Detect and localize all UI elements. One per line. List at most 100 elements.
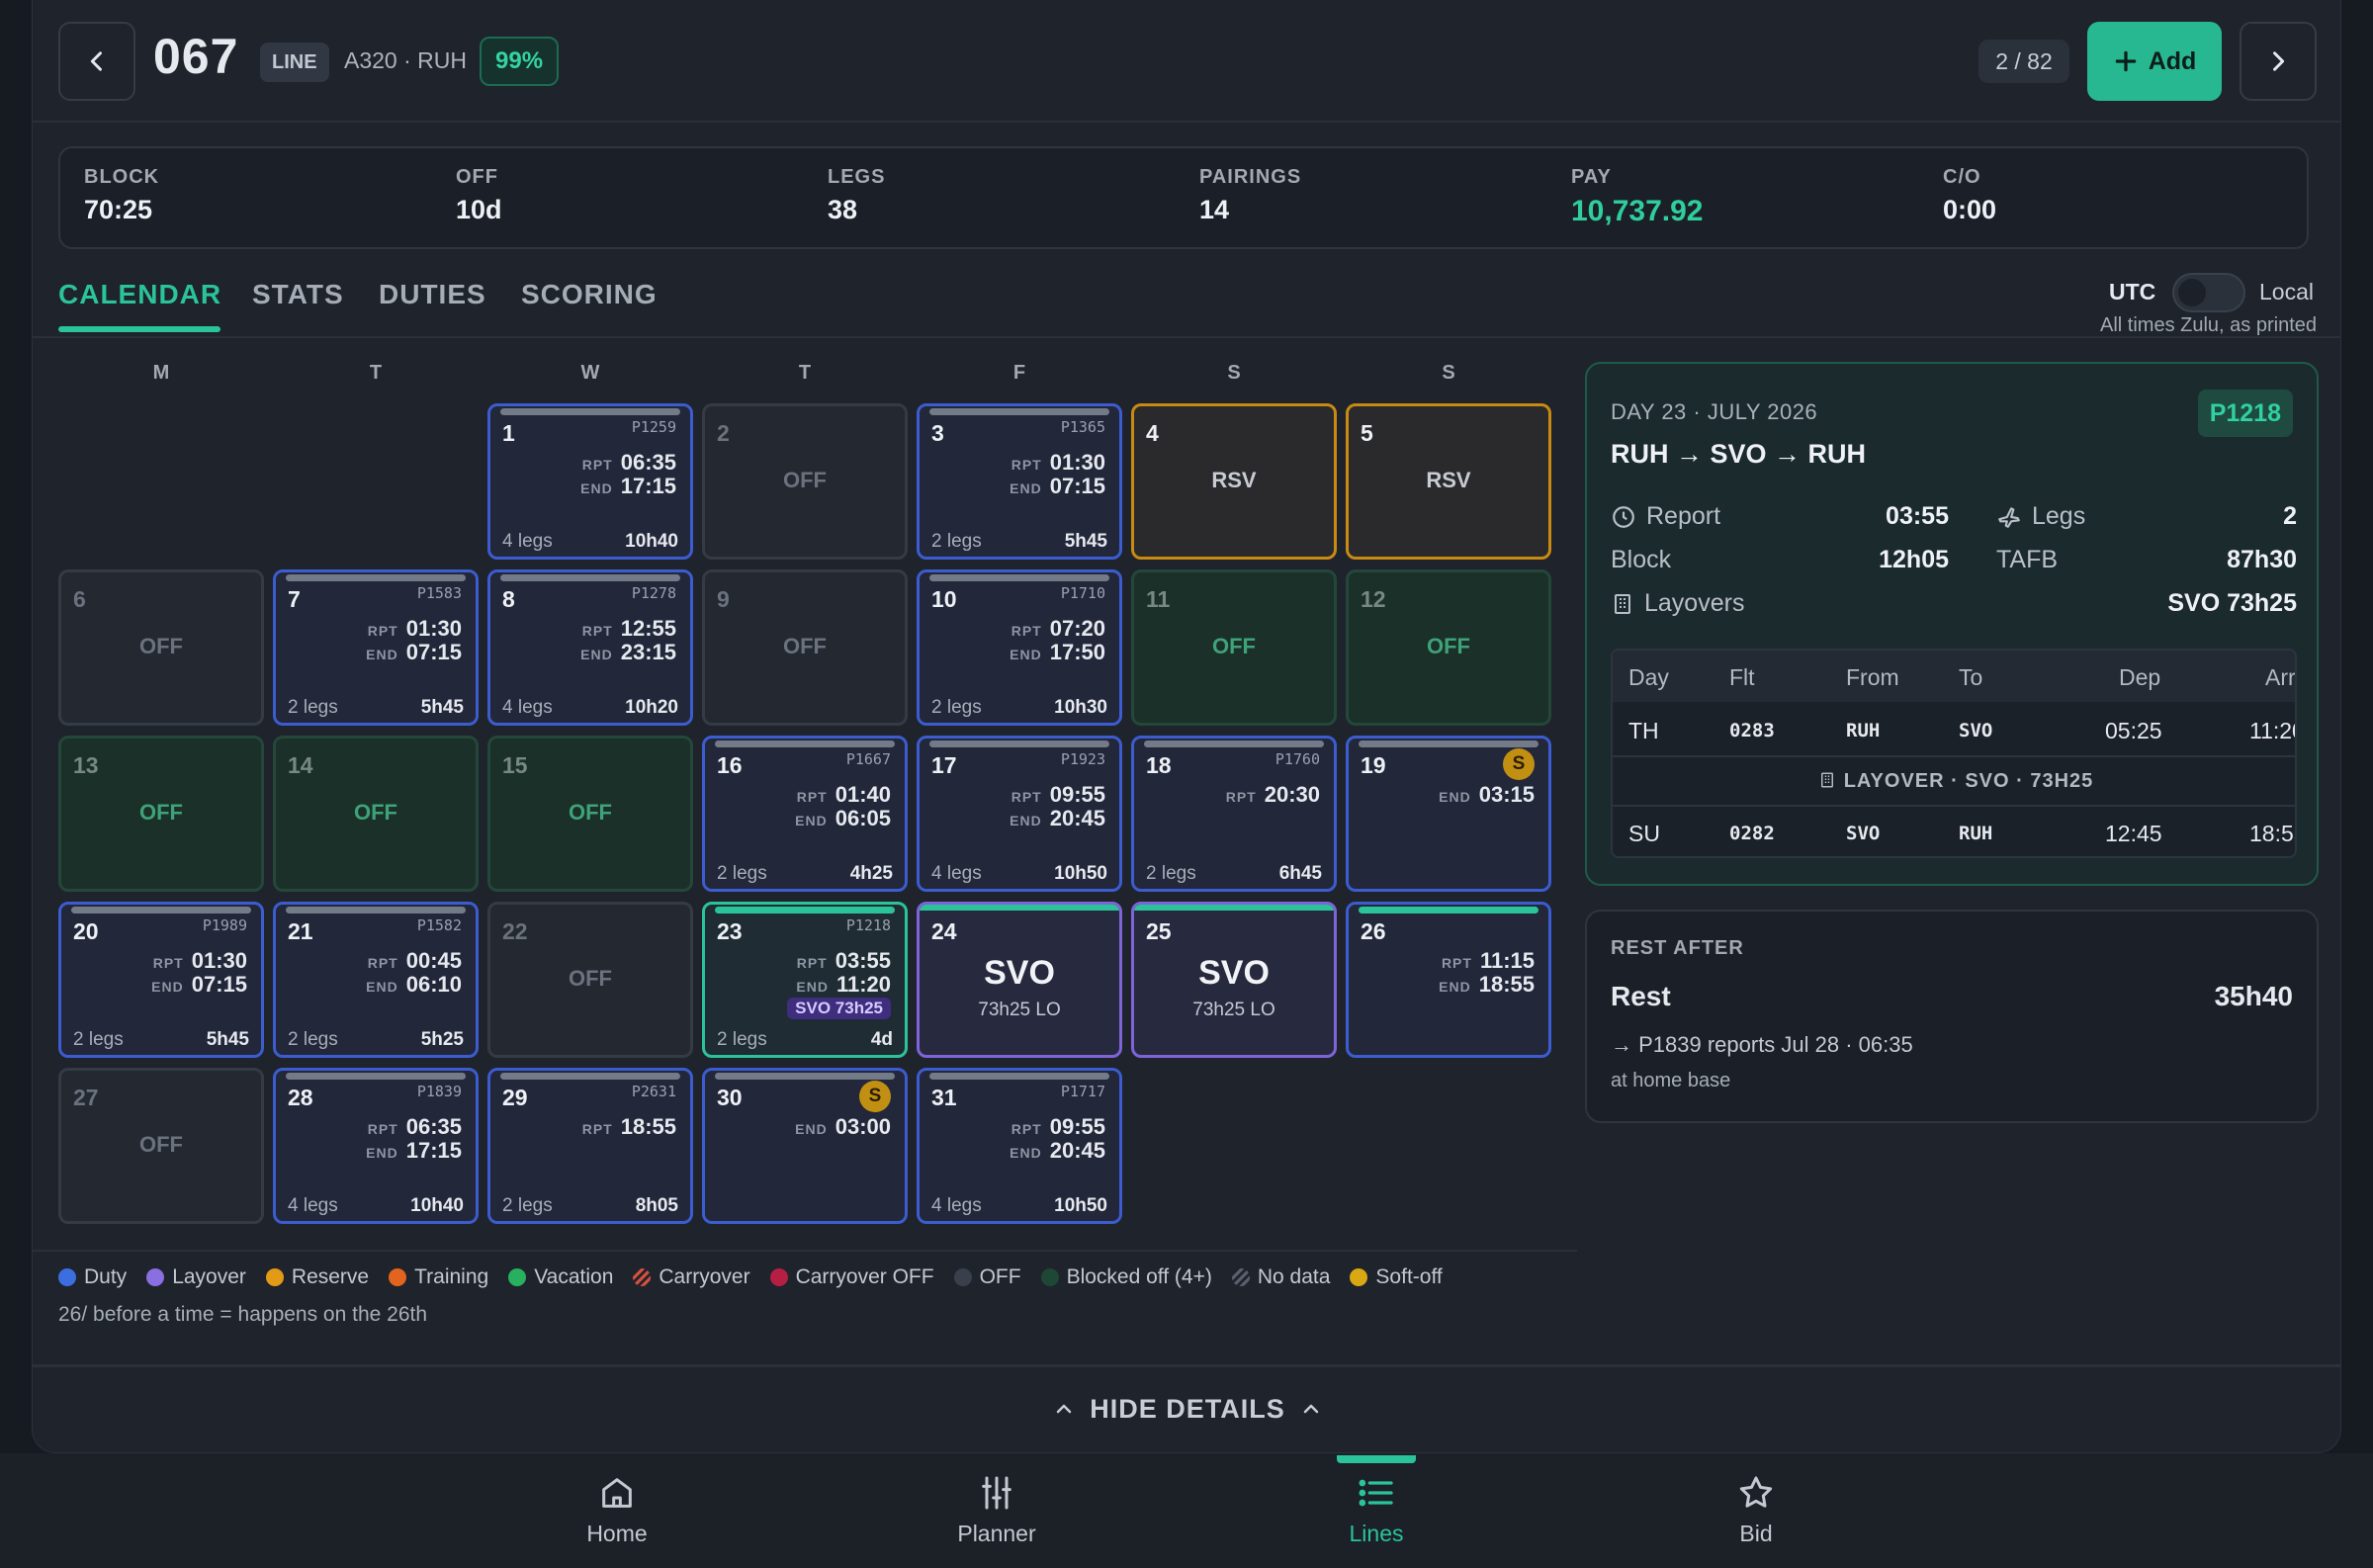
day-status: RSV xyxy=(1211,468,1257,492)
calendar-day-28[interactable]: 28 P1839 RPT 06:35 END 17:15 4 legs 10h40 xyxy=(273,1068,479,1224)
calendar-day-15[interactable]: 15 OFF xyxy=(487,736,693,892)
tafb-label: TAFB xyxy=(1996,546,2059,573)
day-status: OFF xyxy=(139,1132,183,1157)
calendar-day-31[interactable]: 31 P1717 RPT 09:55 END 20:45 4 legs 10h50 xyxy=(917,1068,1122,1224)
rpt-label: RPT xyxy=(367,623,398,639)
calendar-day-3[interactable]: 3 P1365 RPT 01:30 END 07:15 2 legs 5h45 xyxy=(917,403,1122,560)
day-status: OFF xyxy=(783,634,827,658)
report-label: Report xyxy=(1611,502,1720,531)
end-label: END xyxy=(366,979,398,995)
rpt-label: RPT xyxy=(1225,789,1257,805)
calendar-day-13[interactable]: 13 OFF xyxy=(58,736,264,892)
day-number: 18 xyxy=(1146,752,1172,778)
layover-station: SVO xyxy=(1198,954,1270,992)
leg-count: 2 legs xyxy=(1146,863,1196,884)
tab-scoring[interactable]: SCORING xyxy=(521,279,658,309)
tab-calendar[interactable]: CALENDAR xyxy=(58,279,222,309)
calendar-day-10[interactable]: 10 P1710 RPT 07:20 END 17:50 2 legs 10h30 xyxy=(917,569,1122,726)
pairing-id: P1583 xyxy=(416,584,462,602)
times-note: All times Zulu, as printed xyxy=(2100,314,2317,336)
end-value: 23:15 xyxy=(620,640,676,664)
calendar-day-29[interactable]: 29 P2631 RPT 18:55 2 legs 8h05 xyxy=(487,1068,693,1224)
calendar-day-20[interactable]: 20 P1989 RPT 01:30 END 07:15 2 legs 5h45 xyxy=(58,902,264,1058)
end-label: END xyxy=(1010,1145,1042,1161)
calendar-day-26[interactable]: 26 RPT 11:15 END 18:55 xyxy=(1346,902,1551,1058)
duty-duration: 10h40 xyxy=(625,531,678,552)
prev-line-button[interactable] xyxy=(58,22,135,101)
legend-swatch xyxy=(508,1268,527,1286)
legs-value: 2 xyxy=(2283,502,2297,530)
tab-duties[interactable]: DUTIES xyxy=(379,279,486,309)
route: RUH → SVO → RUH xyxy=(1611,439,1867,469)
tab-divider xyxy=(33,336,2340,338)
end-value: 17:15 xyxy=(620,474,676,498)
calendar-day-6[interactable]: 6 OFF xyxy=(58,569,264,726)
calendar-day-12[interactable]: 12 OFF xyxy=(1346,569,1551,726)
day-number: 30 xyxy=(717,1085,743,1110)
tab-stats[interactable]: STATS xyxy=(252,279,344,309)
nav-planner[interactable]: Planner xyxy=(898,1473,1096,1547)
hide-details-button[interactable]: HIDE DETAILS xyxy=(33,1394,2340,1425)
end-time: END 17:50 xyxy=(1010,640,1105,665)
calendar-day-24[interactable]: 24 SVO 73h25 LO xyxy=(917,902,1122,1058)
calendar-day-8[interactable]: 8 P1278 RPT 12:55 END 23:15 4 legs 10h20 xyxy=(487,569,693,726)
nav-home[interactable]: Home xyxy=(518,1473,716,1547)
legend-swatch xyxy=(146,1268,165,1286)
calendar-day-9[interactable]: 9 OFF xyxy=(702,569,908,726)
line-subtitle: A320 · RUH xyxy=(344,47,467,73)
details-divider xyxy=(33,1364,2340,1367)
calendar-day-30[interactable]: 30 S END 03:00 xyxy=(702,1068,908,1224)
flight-row[interactable]: SU 0282 SVO RUH 12:45 18:55 xyxy=(1613,807,2295,856)
calendar-day-14[interactable]: 14 OFF xyxy=(273,736,479,892)
day-number: 5 xyxy=(1361,420,1373,446)
calendar-day-22[interactable]: 22 OFF xyxy=(487,902,693,1058)
flight-table: Day Flt From To Dep Arr TH 0283 RUH SVO … xyxy=(1611,649,2297,858)
calendar-day-5[interactable]: 5 RSV xyxy=(1346,403,1551,560)
flight-arr: 18:55 xyxy=(2249,821,2295,846)
time-zone-toggle[interactable] xyxy=(2172,273,2245,312)
report-time: RPT 03:55 xyxy=(797,948,891,974)
calendar-day-17[interactable]: 17 P1923 RPT 09:55 END 20:45 4 legs 10h50 xyxy=(917,736,1122,892)
flight-row[interactable]: TH 0283 RUH SVO 05:25 11:20 xyxy=(1613,704,2295,755)
rpt-label: RPT xyxy=(581,457,613,473)
calendar-day-25[interactable]: 25 SVO 73h25 LO xyxy=(1131,902,1337,1058)
day-number: 28 xyxy=(288,1085,313,1110)
duty-duration: 10h50 xyxy=(1054,1195,1107,1216)
end-label: END xyxy=(795,1121,828,1137)
calendar-day-1[interactable]: 1 P1259 RPT 06:35 END 17:15 4 legs 10h40 xyxy=(487,403,693,560)
line-detail-panel: 067 LINE A320 · RUH 99% 2 / 82 Add BLOCK… xyxy=(32,0,2341,1453)
duty-duration: 6h45 xyxy=(1278,863,1322,884)
nav-lines[interactable]: Lines xyxy=(1277,1473,1475,1547)
day-status: OFF xyxy=(139,634,183,658)
rpt-value: 06:35 xyxy=(405,1114,462,1139)
calendar-day-4[interactable]: 4 RSV xyxy=(1131,403,1337,560)
flight-day: TH xyxy=(1628,718,1659,743)
end-value: 20:45 xyxy=(1049,806,1105,830)
day-number: 2 xyxy=(717,420,730,446)
calendar-day-21[interactable]: 21 P1582 RPT 00:45 END 06:10 2 legs 5h25 xyxy=(273,902,479,1058)
day-status: OFF xyxy=(139,800,183,825)
calendar-day-16[interactable]: 16 P1667 RPT 01:40 END 06:05 2 legs 4h25 xyxy=(702,736,908,892)
rpt-value: 06:35 xyxy=(620,450,676,475)
end-value: 11:20 xyxy=(835,972,891,997)
calendar-day-7[interactable]: 7 P1583 RPT 01:30 END 07:15 2 legs 5h45 xyxy=(273,569,479,726)
nav-bid[interactable]: Bid xyxy=(1657,1473,1855,1547)
duty-bar xyxy=(715,740,895,747)
calendar-day-23[interactable]: 23 P1218 RPT 03:55 END 11:20 SVO 73h25 2 legs 4d xyxy=(702,902,908,1058)
day-status: OFF xyxy=(354,800,397,825)
nav-label: Planner xyxy=(957,1521,1036,1546)
calendar-day-11[interactable]: 11 OFF xyxy=(1131,569,1337,726)
duty-duration: 5h45 xyxy=(1064,531,1107,552)
add-button[interactable]: Add xyxy=(2087,22,2222,101)
day-status: RSV xyxy=(1426,468,1471,492)
legs-label-text: Legs xyxy=(2032,502,2086,530)
end-value: 06:10 xyxy=(405,972,462,997)
calendar-day-18[interactable]: 18 P1760 RPT 20:30 2 legs 6h45 xyxy=(1131,736,1337,892)
calendar-day-2[interactable]: 2 OFF xyxy=(702,403,908,560)
pairing-badge[interactable]: P1218 xyxy=(2197,390,2293,437)
next-line-button[interactable] xyxy=(2240,22,2317,101)
calendar-day-19[interactable]: 19 S END 03:15 xyxy=(1346,736,1551,892)
calendar-day-27[interactable]: 27 OFF xyxy=(58,1068,264,1224)
end-time: END 20:45 xyxy=(1010,806,1105,831)
duty-bar xyxy=(286,1073,466,1080)
